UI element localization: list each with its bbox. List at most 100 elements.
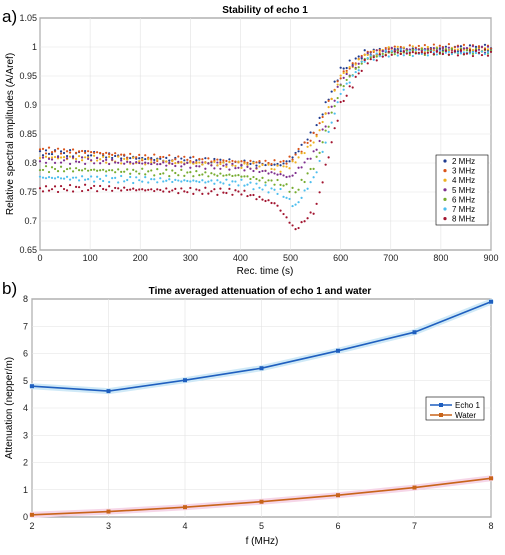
panel-a-point (351, 74, 354, 77)
panel-a-point (174, 164, 177, 168)
panel-a-point (288, 167, 291, 170)
panel-a-point (354, 75, 357, 78)
panel-a-point (102, 159, 105, 163)
panel-a-point (237, 174, 240, 177)
panel-a-point (414, 48, 417, 52)
panel-a-point (279, 160, 282, 163)
panel-a-point (321, 181, 324, 184)
panel-a-point (450, 51, 454, 54)
panel-a-point (171, 159, 174, 163)
panel-a-point (80, 189, 84, 193)
panel-a-point (93, 180, 96, 183)
panel-a-point (363, 53, 366, 57)
panel-a-point (219, 187, 222, 190)
panel-a-point (264, 163, 267, 167)
panel-a-point (195, 162, 198, 165)
panel-a-point (44, 155, 48, 158)
panel-a-point (477, 48, 481, 51)
panel-a-ytick-label: 0.7 (24, 216, 37, 226)
panel-a-point (210, 172, 213, 175)
panel-a-point (50, 153, 54, 156)
panel-a-point (228, 173, 231, 176)
panel-b-marker (183, 378, 187, 383)
panel-a-point (99, 151, 102, 155)
panel-a-point (222, 161, 225, 164)
panel-a-point (273, 188, 276, 191)
panel-a-point (114, 186, 117, 190)
panel-a-point (333, 99, 336, 102)
panel-a-point (62, 187, 66, 191)
panel-a-point (219, 172, 222, 175)
panel-a-point (321, 120, 324, 124)
panel-b-ytick-label: 1 (23, 485, 28, 495)
panel-a-point (411, 45, 414, 48)
panel-a-ytick-label: 0.95 (19, 71, 37, 81)
panel-a-point (351, 62, 354, 65)
panel-a-point (288, 190, 291, 193)
panel-a-point (59, 177, 63, 180)
panel-a-point (105, 158, 108, 161)
panel-a-point (44, 165, 48, 168)
panel-a-point (189, 166, 192, 169)
panel-a-point (348, 59, 351, 62)
panel-a-point (87, 188, 90, 192)
panel-a-point (273, 168, 276, 171)
panel-a-point (201, 173, 204, 176)
panel-a-point (354, 67, 357, 70)
panel-a-point (330, 97, 333, 101)
panel-a-point (342, 99, 345, 103)
panel-a-point (135, 156, 138, 159)
panel-a-point (420, 47, 423, 51)
panel-a-point (56, 176, 60, 179)
panel-a-point (396, 45, 399, 48)
panel-b-tick-labels: 2 3 4 5 6 7 8 0 1 2 3 4 5 6 7 8 (23, 294, 494, 531)
panel-a-point (96, 159, 99, 162)
panel-a-point (255, 182, 258, 185)
panel-a-point (165, 187, 168, 190)
panel-a-point (153, 178, 156, 181)
panel-a-point (348, 65, 351, 69)
panel-a-point (201, 161, 204, 164)
panel-b-xtick-label: 2 (29, 521, 34, 531)
panel-a-point (114, 171, 117, 174)
panel-a-point (258, 179, 261, 182)
panel-a-point (162, 155, 165, 159)
panel-a-point (150, 188, 153, 191)
panel-a-point (270, 187, 273, 190)
panel-a-point (285, 196, 288, 199)
panel-a-point (285, 165, 288, 168)
panel-a-point (432, 47, 435, 50)
panel-a-point (59, 156, 63, 159)
panel-a-point (243, 189, 246, 192)
panel-a-point (93, 184, 96, 188)
panel-a-point (153, 161, 156, 164)
panel-a-point (41, 147, 45, 150)
panel-a-point (120, 174, 123, 178)
panel-a-point (480, 50, 484, 53)
panel-a-point (312, 167, 315, 171)
panel-a-point (270, 179, 273, 182)
panel-a-point (258, 195, 261, 198)
panel-a-point (318, 129, 321, 132)
panel-a-point (300, 178, 303, 182)
panel-a-point (306, 172, 309, 175)
panel-a-point (375, 49, 378, 52)
panel-a-point (231, 162, 234, 165)
panel-a-point (192, 192, 195, 195)
panel-a-point (372, 58, 375, 61)
panel-a-point (315, 135, 318, 138)
panel-a-point (138, 172, 141, 175)
panel-a-point (306, 138, 309, 141)
panel-a-point (378, 53, 381, 56)
panel-a-point (90, 159, 93, 162)
panel-a-xtick-label: 0 (37, 253, 42, 263)
panel-a-point (225, 163, 228, 166)
panel-a-point (210, 179, 213, 182)
panel-a-legend-label: 7 MHz (452, 205, 475, 214)
panel-a-point (138, 188, 141, 191)
panel-a-point (456, 48, 460, 51)
panel-a-legend-marker (443, 217, 447, 221)
panel-a-point (387, 47, 390, 51)
panel-a-point (252, 175, 255, 179)
panel-a-point (225, 191, 228, 195)
